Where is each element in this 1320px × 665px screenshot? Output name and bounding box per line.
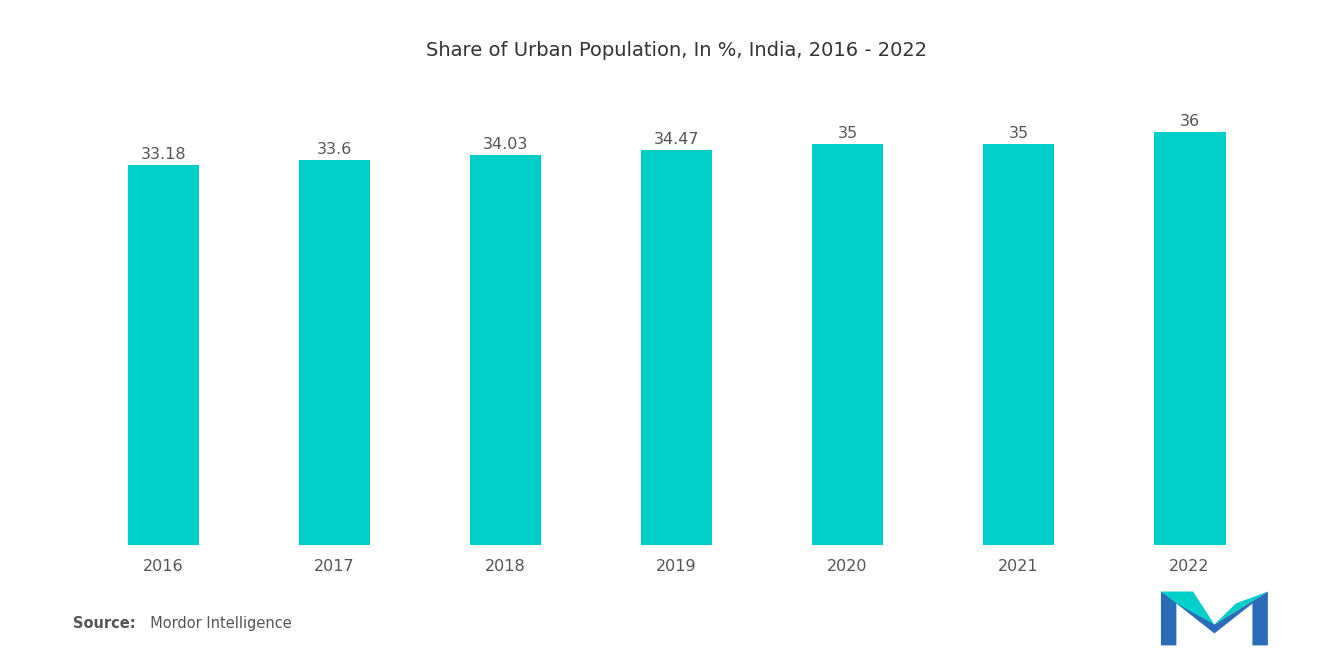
Bar xyxy=(128,165,199,545)
Text: Mordor Intelligence: Mordor Intelligence xyxy=(141,616,292,632)
Text: 34.47: 34.47 xyxy=(653,132,700,147)
Text: Source:: Source: xyxy=(73,616,135,632)
Text: 36: 36 xyxy=(1180,114,1200,130)
Bar xyxy=(640,150,713,545)
Title: Share of Urban Population, In %, India, 2016 - 2022: Share of Urban Population, In %, India, … xyxy=(426,41,927,60)
Bar xyxy=(470,155,541,545)
Bar xyxy=(1154,132,1225,545)
Text: 33.6: 33.6 xyxy=(317,142,352,157)
Text: 33.18: 33.18 xyxy=(141,147,186,162)
Text: 35: 35 xyxy=(1008,126,1028,141)
Text: 35: 35 xyxy=(837,126,858,141)
Bar xyxy=(298,160,371,545)
Bar xyxy=(812,144,883,545)
Text: 34.03: 34.03 xyxy=(483,137,528,152)
Bar xyxy=(982,144,1055,545)
